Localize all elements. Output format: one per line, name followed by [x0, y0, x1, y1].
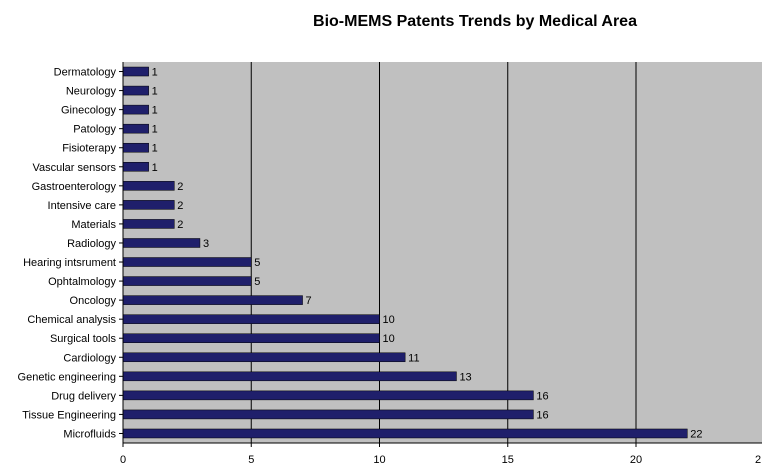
category-label: Surgical tools	[50, 333, 117, 345]
category-label: Genetic engineering	[18, 371, 116, 383]
category-label: Drug delivery	[51, 390, 116, 402]
chart-title: Bio-MEMS Patents Trends by Medical Area	[313, 13, 637, 30]
value-label: 1	[152, 86, 158, 98]
category-label: Cardiology	[63, 352, 116, 364]
category-label: Tissue Engineering	[22, 409, 116, 421]
value-label: 5	[254, 257, 260, 269]
value-label: 13	[459, 371, 471, 383]
value-label: 7	[306, 295, 312, 307]
value-label: 1	[152, 105, 158, 117]
value-label: 1	[152, 143, 158, 155]
x-tick-label: 20	[630, 454, 642, 466]
plot-area	[123, 62, 762, 443]
category-label: Chemical analysis	[27, 314, 116, 326]
bar	[122, 257, 252, 267]
category-label: Oncology	[70, 295, 117, 307]
value-label: 5	[254, 276, 260, 288]
value-label: 2	[177, 181, 183, 193]
bar	[122, 314, 380, 324]
bar	[122, 333, 380, 343]
value-label: 11	[408, 352, 419, 364]
value-label: 22	[690, 428, 702, 440]
category-label: Materials	[71, 219, 116, 231]
bar	[122, 295, 303, 305]
bar	[122, 371, 457, 382]
category-label: Ophtalmology	[48, 276, 116, 288]
category-labels: Dermatology Neurology Ginecology Patology Fi…	[18, 67, 123, 440]
value-label: 10	[383, 314, 395, 326]
x-tick-label: 2	[755, 454, 761, 466]
value-label: 1	[152, 67, 158, 79]
category-label: Intensive care	[48, 200, 116, 212]
category-label: Radiology	[67, 238, 116, 250]
bar	[122, 162, 149, 172]
value-label: 3	[203, 238, 209, 250]
bar	[122, 276, 252, 286]
value-label: 16	[536, 409, 548, 421]
category-label: Hearing intsrument	[23, 257, 116, 269]
value-label: 2	[177, 200, 183, 212]
bar	[122, 85, 149, 96]
category-label: Microfluids	[63, 428, 116, 440]
bar	[122, 352, 406, 363]
bar	[122, 142, 149, 153]
x-tick-label: 10	[373, 454, 385, 466]
x-axis-ticks: 0 5 10 15 20 2	[120, 443, 761, 466]
bar	[122, 181, 175, 191]
bar	[122, 123, 149, 134]
value-label: 16	[536, 390, 548, 402]
category-label: Ginecology	[61, 105, 117, 117]
bar	[122, 66, 149, 77]
value-label: 1	[152, 124, 158, 136]
bar	[122, 238, 201, 248]
category-label: Patology	[73, 124, 116, 136]
category-label: Dermatology	[54, 67, 117, 79]
category-label: Gastroenterology	[32, 181, 117, 193]
bar	[122, 200, 175, 210]
value-label: 10	[383, 333, 395, 345]
bar	[122, 409, 534, 420]
x-tick-label: 5	[248, 454, 254, 466]
category-label: Vascular sensors	[32, 162, 116, 174]
x-tick-label: 0	[120, 454, 126, 466]
bar	[122, 219, 175, 229]
bar	[122, 428, 688, 439]
x-tick-label: 15	[502, 454, 514, 466]
bar	[122, 390, 534, 401]
category-label: Fisioterapy	[62, 143, 116, 155]
value-label: 1	[152, 162, 158, 174]
category-label: Neurology	[66, 86, 117, 98]
value-label: 2	[177, 219, 183, 231]
bar	[122, 104, 149, 115]
